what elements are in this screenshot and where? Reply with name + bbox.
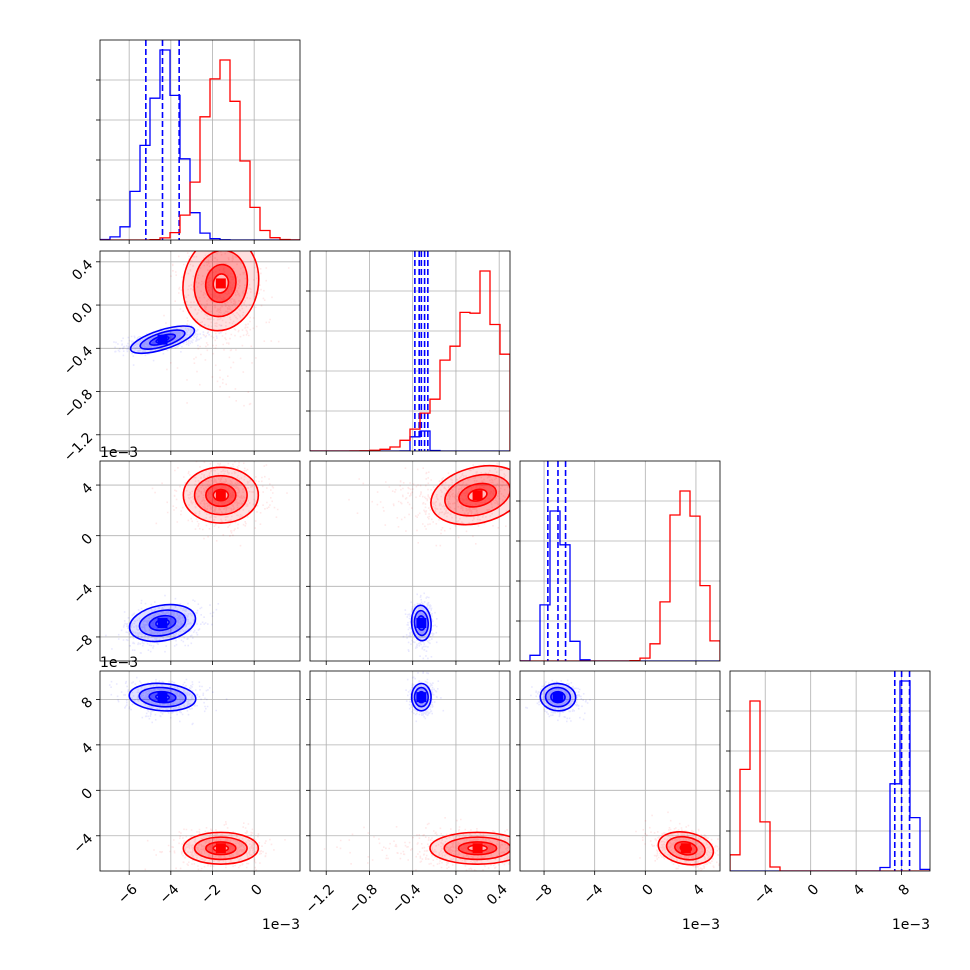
y-offset-label: 1e−3: [100, 655, 138, 671]
axes-2-0: [96, 460, 301, 665]
x-tick-label: −1.2: [303, 881, 338, 916]
axes-frame: [99, 670, 301, 872]
scatter-1-0: [113, 251, 290, 407]
panel-2-1: [310, 461, 510, 661]
x-tick-label: −4: [157, 881, 183, 907]
y-tick-label: 0.4: [69, 257, 96, 284]
x-tick-label: 0: [639, 881, 657, 899]
y-tick-label: −4: [70, 831, 96, 857]
x-tick-label: −4: [581, 881, 607, 907]
histograms-2: [520, 461, 720, 661]
axes-1-1: [306, 250, 511, 455]
x-tick-label: −6: [115, 881, 141, 907]
y-tick-label: −4: [70, 581, 96, 607]
axes-2-2: [516, 460, 721, 665]
density-peak: [552, 692, 563, 703]
x-offset-label: 1e−3: [892, 917, 930, 933]
x-tick-label: 8: [896, 881, 914, 899]
x-tick-label: −0.4: [389, 881, 424, 916]
x-offset-label: 1e−3: [262, 917, 300, 933]
panel-0-0: [100, 40, 300, 240]
panel-1-1: [310, 251, 510, 451]
x-tick-label: 0.4: [484, 881, 511, 908]
scatter-3-1: [323, 671, 510, 871]
panel-2-0: [100, 461, 300, 661]
scatter-3-0: [108, 676, 286, 871]
y-tick-label: 8: [79, 694, 97, 712]
axes-3-0: [96, 670, 301, 875]
x-tick-label: −2: [198, 881, 224, 907]
x-tick-label: 4: [850, 881, 868, 899]
y-tick-label: −0.8: [61, 387, 96, 422]
y-tick-label: −1.2: [61, 430, 96, 465]
axes-3-2: [516, 670, 721, 875]
axes-frame: [99, 250, 301, 452]
axes-frame: [309, 460, 511, 662]
axes-frame: [309, 670, 511, 872]
histogram-step: [310, 270, 510, 451]
density-peak: [157, 334, 168, 345]
y-tick-label: 0: [79, 785, 97, 803]
histogram-step: [100, 49, 300, 240]
y-tick-label: 0.0: [69, 300, 96, 327]
x-tick-label: 4: [690, 881, 708, 899]
axes-frame: [309, 250, 511, 452]
density-peak: [416, 618, 427, 629]
scatter-2-0: [105, 461, 300, 654]
density-peak: [215, 490, 226, 501]
y-tick-label: 0: [79, 531, 97, 549]
axes-2-1: [306, 460, 511, 665]
density-peak: [472, 843, 483, 854]
y-tick-label: 4: [79, 740, 97, 758]
axes-frame: [99, 39, 301, 241]
histogram-step: [520, 490, 720, 661]
axes-frame: [99, 460, 301, 662]
x-tick-label: 0: [805, 881, 823, 899]
panel-3-1: [310, 671, 510, 871]
density-peak: [215, 278, 226, 289]
y-offset-label: 1e−3: [100, 445, 138, 461]
x-tick-label: 0.0: [441, 881, 468, 908]
histograms-1: [310, 251, 510, 451]
y-tick-label: 4: [79, 480, 97, 498]
histograms-3: [730, 671, 930, 871]
scatter-2-1: [348, 461, 510, 660]
axes-frame: [519, 460, 721, 662]
scatter-3-2: [525, 679, 720, 871]
axes-3-1: [306, 670, 511, 875]
histograms-0: [100, 40, 300, 240]
axes-3-3: [726, 670, 931, 875]
density-peak: [416, 692, 427, 703]
density-peak: [215, 843, 226, 854]
y-tick-label: −0.4: [61, 343, 96, 378]
axes-0-0: [96, 39, 301, 244]
sample-points: [108, 676, 228, 726]
density-peak: [472, 490, 483, 501]
x-tick-label: −8: [530, 881, 556, 907]
x-tick-label: −4: [751, 881, 777, 907]
density-peak: [680, 843, 691, 854]
density-peak: [157, 692, 168, 703]
sample-points: [323, 817, 510, 871]
x-tick-label: 0: [248, 881, 266, 899]
y-tick-label: −8: [70, 632, 96, 658]
axes-frame: [729, 670, 931, 872]
x-offset-label: 1e−3: [682, 917, 720, 933]
axes-1-0: [96, 250, 301, 455]
histogram-step: [730, 700, 930, 871]
density-peak: [157, 618, 168, 629]
panel-2-2: [520, 461, 720, 661]
sample-points: [635, 811, 720, 871]
axes-frame: [519, 670, 721, 872]
x-tick-label: −0.8: [346, 881, 381, 916]
histogram-step: [520, 510, 720, 661]
